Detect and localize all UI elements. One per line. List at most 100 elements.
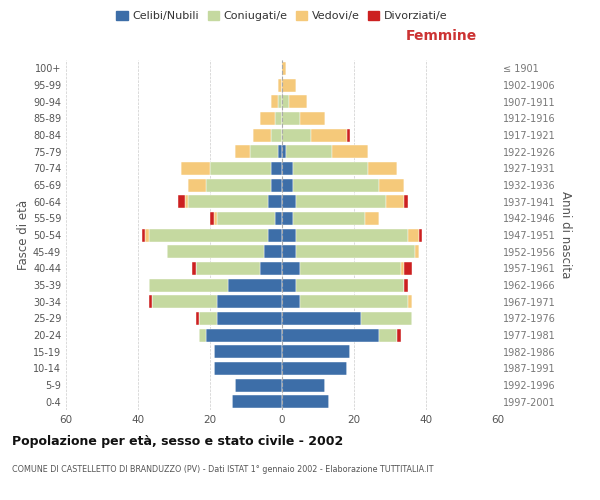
- Bar: [167, 245, 264, 258]
- Bar: [260, 262, 282, 275]
- Bar: [149, 228, 268, 241]
- Bar: [275, 112, 282, 125]
- Bar: [214, 212, 217, 225]
- Bar: [311, 128, 347, 141]
- Bar: [275, 212, 282, 225]
- Bar: [260, 112, 275, 125]
- Bar: [217, 295, 282, 308]
- Bar: [408, 295, 412, 308]
- Bar: [282, 95, 289, 108]
- Bar: [293, 162, 368, 175]
- Bar: [206, 328, 282, 342]
- Bar: [235, 378, 282, 392]
- Bar: [300, 295, 408, 308]
- Bar: [196, 312, 199, 325]
- Bar: [365, 212, 379, 225]
- Bar: [408, 228, 419, 241]
- Bar: [282, 278, 296, 291]
- Bar: [361, 312, 412, 325]
- Text: COMUNE DI CASTELLETTO DI BRANDUZZO (PV) - Dati ISTAT 1° gennaio 2002 - Elaborazi: COMUNE DI CASTELLETTO DI BRANDUZZO (PV) …: [12, 465, 433, 474]
- Bar: [181, 162, 210, 175]
- Bar: [282, 362, 347, 375]
- Bar: [271, 178, 282, 192]
- Bar: [289, 95, 307, 108]
- Bar: [332, 145, 368, 158]
- Bar: [282, 345, 350, 358]
- Bar: [149, 295, 152, 308]
- Bar: [278, 95, 282, 108]
- Bar: [282, 112, 300, 125]
- Bar: [228, 278, 282, 291]
- Bar: [282, 78, 296, 92]
- Bar: [210, 162, 271, 175]
- Bar: [206, 178, 271, 192]
- Bar: [271, 128, 282, 141]
- Bar: [188, 195, 268, 208]
- Bar: [253, 128, 271, 141]
- Bar: [296, 195, 386, 208]
- Bar: [404, 195, 408, 208]
- Bar: [282, 195, 296, 208]
- Bar: [210, 212, 214, 225]
- Text: Popolazione per età, sesso e stato civile - 2002: Popolazione per età, sesso e stato civil…: [12, 435, 343, 448]
- Bar: [199, 312, 217, 325]
- Bar: [268, 195, 282, 208]
- Bar: [196, 262, 260, 275]
- Bar: [296, 245, 415, 258]
- Bar: [235, 145, 250, 158]
- Bar: [282, 245, 296, 258]
- Bar: [419, 228, 422, 241]
- Bar: [293, 178, 379, 192]
- Bar: [282, 262, 300, 275]
- Bar: [347, 128, 350, 141]
- Bar: [379, 178, 404, 192]
- Bar: [368, 162, 397, 175]
- Bar: [282, 312, 361, 325]
- Y-axis label: Anni di nascita: Anni di nascita: [559, 192, 572, 278]
- Bar: [282, 378, 325, 392]
- Bar: [152, 295, 217, 308]
- Bar: [178, 195, 185, 208]
- Bar: [192, 262, 196, 275]
- Bar: [379, 328, 397, 342]
- Bar: [404, 262, 412, 275]
- Bar: [282, 62, 286, 75]
- Bar: [282, 162, 293, 175]
- Bar: [282, 228, 296, 241]
- Bar: [282, 395, 329, 408]
- Bar: [282, 178, 293, 192]
- Bar: [199, 328, 206, 342]
- Bar: [296, 278, 404, 291]
- Bar: [300, 112, 325, 125]
- Bar: [404, 278, 408, 291]
- Bar: [145, 228, 149, 241]
- Bar: [415, 245, 419, 258]
- Bar: [217, 212, 275, 225]
- Bar: [300, 262, 401, 275]
- Bar: [282, 328, 379, 342]
- Bar: [268, 228, 282, 241]
- Bar: [401, 262, 404, 275]
- Bar: [214, 345, 282, 358]
- Bar: [142, 228, 145, 241]
- Bar: [286, 145, 332, 158]
- Bar: [271, 95, 278, 108]
- Bar: [386, 195, 404, 208]
- Bar: [397, 328, 401, 342]
- Bar: [250, 145, 278, 158]
- Bar: [293, 212, 365, 225]
- Bar: [278, 78, 282, 92]
- Bar: [264, 245, 282, 258]
- Bar: [282, 128, 311, 141]
- Text: Femmine: Femmine: [406, 28, 478, 42]
- Bar: [271, 162, 282, 175]
- Bar: [282, 145, 286, 158]
- Bar: [232, 395, 282, 408]
- Bar: [214, 362, 282, 375]
- Bar: [217, 312, 282, 325]
- Legend: Celibi/Nubili, Coniugati/e, Vedovi/e, Divorziati/e: Celibi/Nubili, Coniugati/e, Vedovi/e, Di…: [112, 6, 452, 25]
- Bar: [149, 278, 228, 291]
- Bar: [282, 212, 293, 225]
- Y-axis label: Fasce di età: Fasce di età: [17, 200, 30, 270]
- Bar: [278, 145, 282, 158]
